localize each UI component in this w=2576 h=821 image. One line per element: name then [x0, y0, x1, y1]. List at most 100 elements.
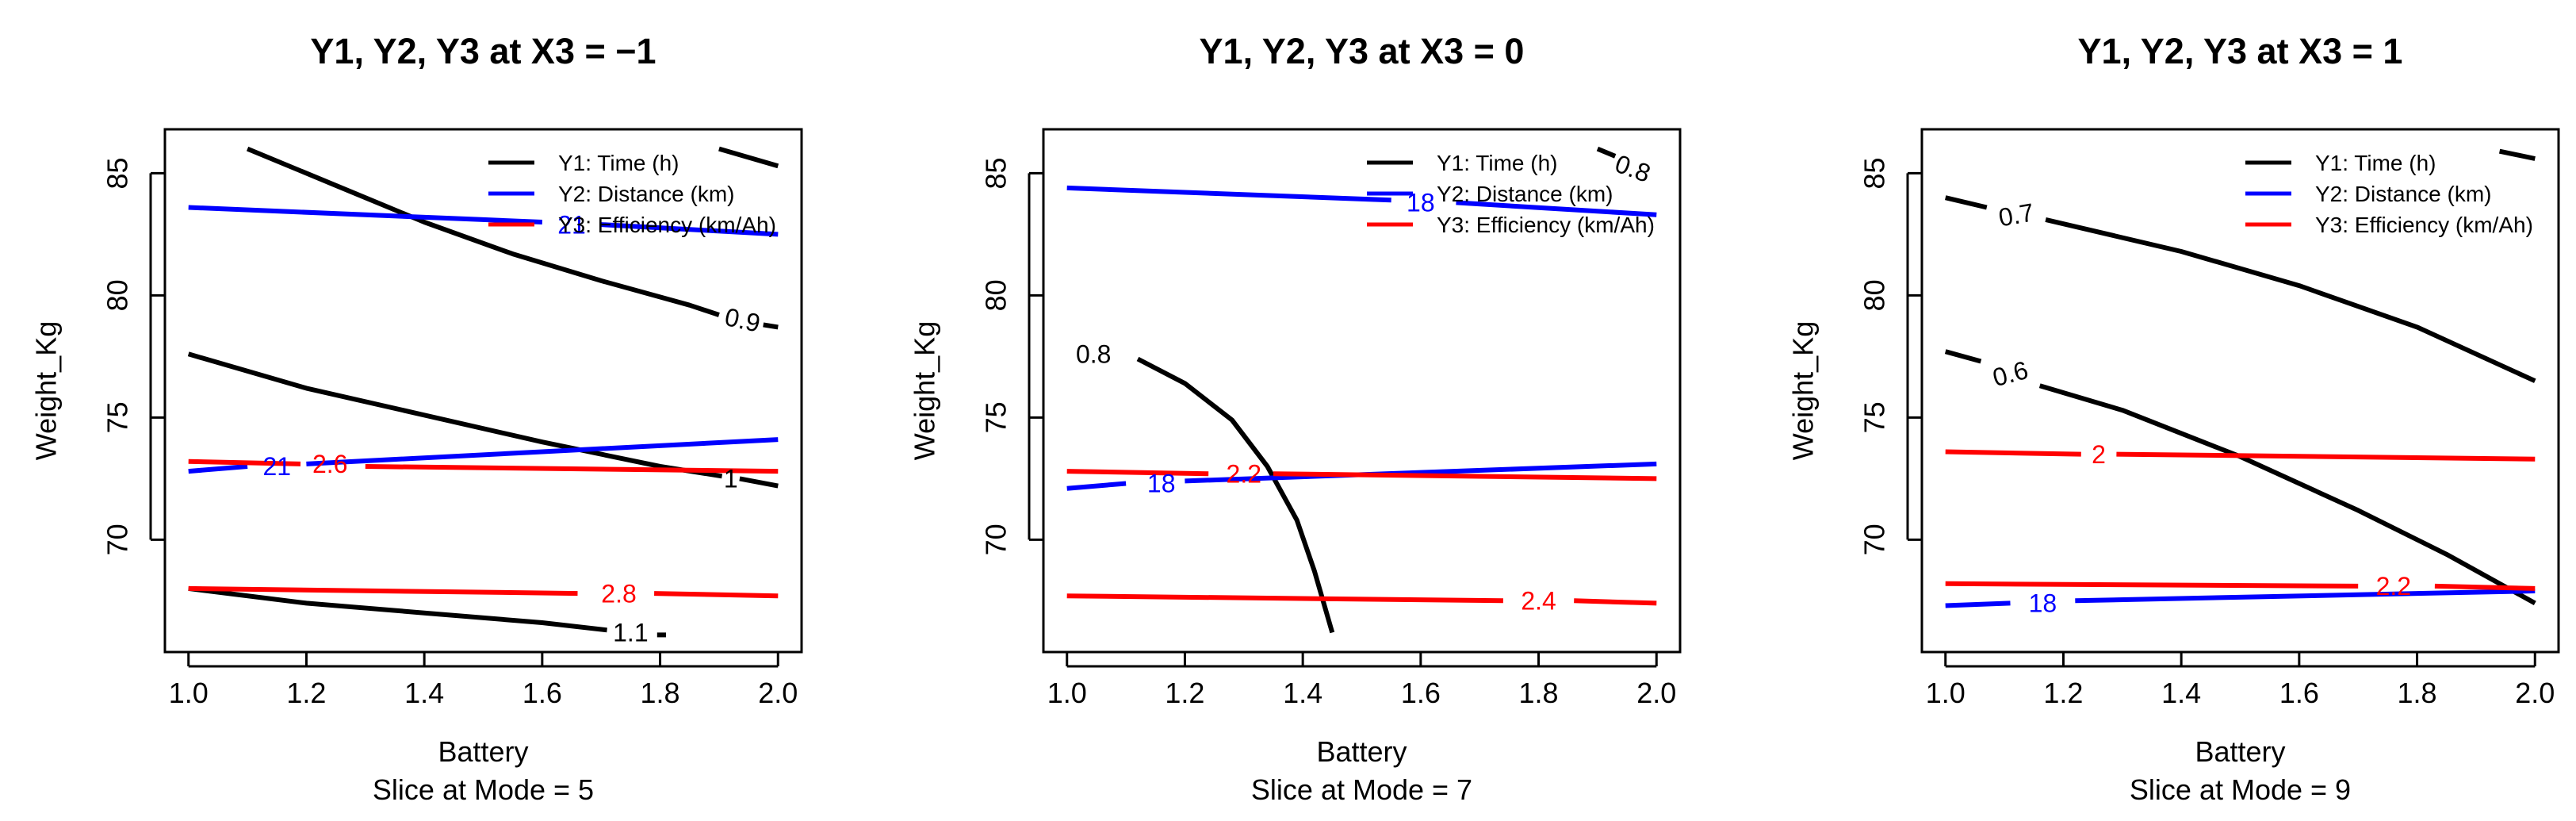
contour-label: 2.6: [312, 450, 347, 478]
x-tick-label: 1.0: [1047, 677, 1087, 709]
x-tick-label: 1.8: [641, 677, 680, 709]
y-tick-label: 85: [980, 157, 1012, 189]
x-tick-label: 2.0: [1636, 677, 1676, 709]
chart-subtitle: Slice at Mode = 9: [2130, 773, 2351, 806]
contour-lines: [187, 146, 779, 638]
series-2-contour: [306, 437, 779, 466]
series-1-contour: [2498, 148, 2536, 161]
y-tick-label: 80: [1858, 279, 1891, 311]
y-tick-label: 85: [101, 157, 134, 189]
legend-label: Y2: Distance (km): [2315, 182, 2492, 206]
contour-label: 18: [1147, 470, 1176, 498]
x-axis-label: Battery: [438, 735, 528, 768]
legend-label: Y3: Efficiency (km/Ah): [558, 213, 776, 237]
series-2-contour: [188, 464, 248, 474]
series-1-contour: [188, 585, 607, 633]
series-3-contour: [1066, 469, 1209, 477]
y-tick-label: 70: [1858, 524, 1891, 555]
y-tick-label: 80: [101, 279, 134, 311]
legend-label: Y3: Efficiency (km/Ah): [2315, 213, 2533, 237]
series-1-contour: [2045, 217, 2536, 383]
series-2-contour: [1066, 481, 1127, 491]
series-1-contour: [2038, 383, 2536, 606]
series-1-contour: [246, 146, 720, 317]
series-2-contour: [2075, 589, 2536, 604]
series-3-contour: [365, 464, 779, 474]
legend-label: Y2: Distance (km): [558, 182, 735, 206]
legend-label: Y3: Efficiency (km/Ah): [1437, 213, 1655, 237]
x-tick-label: 2.0: [2515, 677, 2555, 709]
chart-title: Y1, Y2, Y3 at X3 = 0: [1200, 31, 1525, 71]
series-2-contour: [1945, 600, 2011, 608]
contour-label: 2.2: [2376, 572, 2411, 600]
series-2-contour: [601, 222, 779, 237]
y-tick-label: 80: [980, 279, 1012, 311]
contour-label: 18: [2029, 589, 2057, 618]
chart-title: Y1, Y2, Y3 at X3 = 1: [2078, 31, 2403, 71]
x-tick-label: 1.6: [2279, 677, 2319, 709]
series-3-contour: [2434, 583, 2536, 591]
series-1-contour: [1944, 349, 1982, 364]
plot-frame: [163, 128, 803, 654]
chart-panel-2: Y1, Y2, Y3 at X3 = 0 1.0 1.2 1.4 1.6 1.8 2.0 70…: [909, 31, 1682, 806]
series-3-contour: [1066, 593, 1503, 604]
x-tick-label: 1.2: [1165, 677, 1204, 709]
legend-label: Y1: Time (h): [558, 151, 679, 175]
y-tick-label: 75: [101, 401, 134, 433]
series-3-contour: [188, 585, 578, 597]
y-tick-label: 75: [1858, 401, 1891, 433]
series-2-contour: [188, 205, 543, 224]
contour-label: 21: [262, 452, 291, 481]
y-tick-label: 75: [980, 401, 1012, 433]
legend-label: Y1: Time (h): [1437, 151, 1557, 175]
series-1-contour: [763, 322, 779, 330]
series-3-contour: [654, 591, 779, 599]
series-3-contour: [1945, 581, 2359, 589]
x-tick-label: 1.6: [522, 677, 562, 709]
x-axis-label: Battery: [1316, 735, 1407, 768]
x-tick-label: 1.2: [2043, 677, 2083, 709]
plot-frame: [1042, 128, 1682, 654]
contour-label: 0.8: [1076, 340, 1111, 369]
series-3-contour: [1273, 471, 1657, 481]
y-axis-label: Weight_Kg: [30, 321, 63, 460]
contour-label: 1: [724, 465, 738, 493]
x-axis-label: Battery: [2195, 735, 2285, 768]
x-tick-label: 1.4: [1283, 677, 1322, 709]
chart-panel-3: Y1, Y2, Y3 at X3 = 1 1.0 1.2 1.4 1.6 1.8 2.0 70…: [1787, 31, 2560, 806]
x-tick-label: 1.4: [404, 677, 444, 709]
series-2-contour: [1456, 200, 1657, 217]
x-tick-label: 1.0: [169, 677, 209, 709]
y-axis-label: Weight_Kg: [1787, 321, 1820, 460]
series-1-contour: [1596, 146, 1617, 159]
contour-label: 0.7: [1996, 198, 2036, 232]
y-tick-label: 70: [101, 524, 134, 555]
contour-label: 2.2: [1227, 459, 1261, 488]
chart-title: Y1, Y2, Y3 at X3 = −1: [310, 31, 656, 71]
legend: Y1: Time (h) Y2: Distance (km) Y3: Efficie…: [2245, 151, 2533, 237]
x-tick-label: 1.0: [1926, 677, 1965, 709]
series-1-contour: [718, 146, 779, 169]
series-2-contour: [1066, 185, 1391, 203]
legend: Y1: Time (h) Y2: Distance (km) Y3: Efficie…: [1367, 151, 1655, 237]
contour-label: 2.8: [601, 579, 636, 608]
plot-frame: [1920, 128, 2560, 654]
x-tick-label: 1.8: [1519, 677, 1559, 709]
legend: Y1: Time (h) Y2: Distance (km) Y3: Efficie…: [488, 151, 776, 237]
contour-lines: [1944, 148, 2536, 608]
legend-label: Y2: Distance (km): [1437, 182, 1613, 206]
y-axis-label: Weight_Kg: [909, 321, 941, 460]
series-1-contour: [1945, 195, 1988, 210]
series-1-contour: [739, 476, 779, 489]
contour-label: 21: [557, 210, 586, 239]
x-tick-label: 1.8: [2398, 677, 2437, 709]
contour-lines: [1066, 146, 1657, 634]
contour-label: 2.4: [1521, 587, 1556, 616]
legend-label: Y1: Time (h): [2315, 151, 2436, 175]
chart-panel-1: Y1, Y2, Y3 at X3 = −1 1.0 1.2 1.4 1.6 1.8 2.0 7…: [30, 31, 803, 806]
x-tick-label: 2.0: [758, 677, 798, 709]
chart-subtitle: Slice at Mode = 7: [1251, 773, 1472, 806]
series-3-contour: [1945, 449, 2081, 457]
y-tick-label: 70: [980, 524, 1012, 555]
